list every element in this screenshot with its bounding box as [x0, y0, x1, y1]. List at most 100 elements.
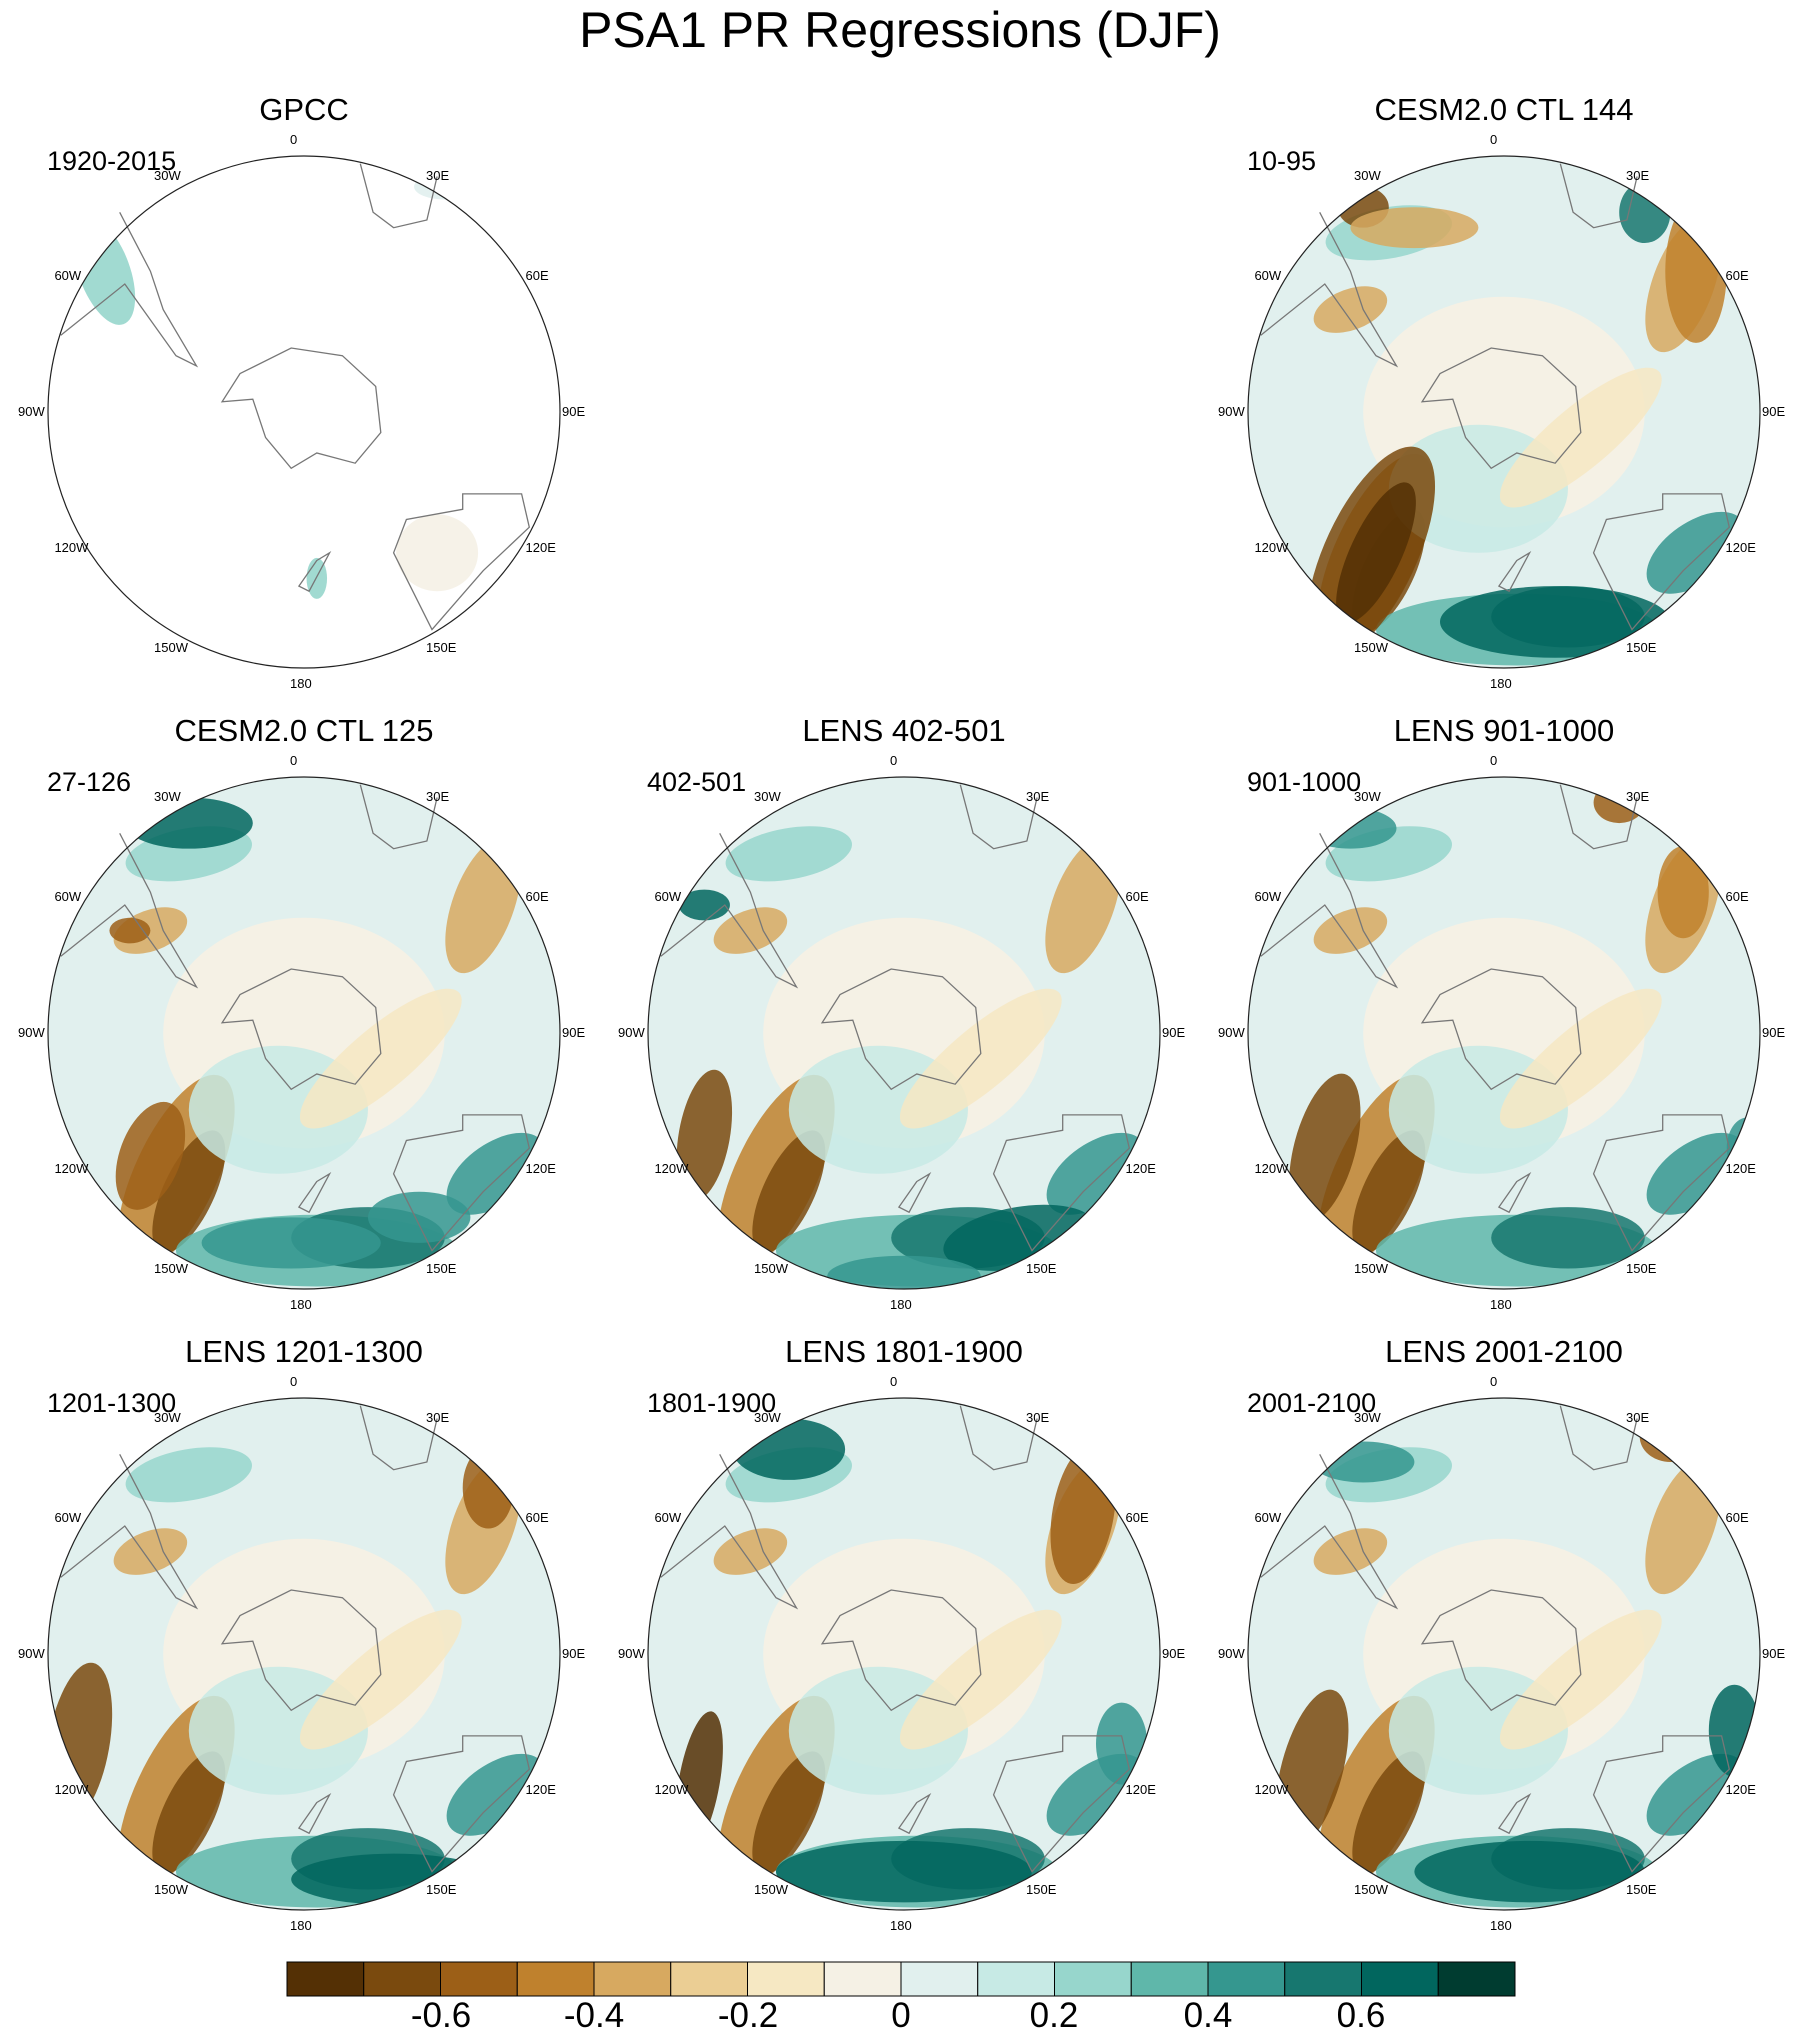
longitude-label: 60E — [1125, 889, 1149, 904]
longitude-label: 150E — [1026, 1260, 1057, 1276]
longitude-label: 30W — [154, 789, 181, 805]
longitude-label: 150E — [1026, 1881, 1057, 1897]
longitude-label: 60E — [525, 1510, 549, 1525]
colorbar-swatch — [1130, 1961, 1209, 1997]
longitude-label: 60E — [525, 889, 549, 904]
longitude-label: 90E — [562, 404, 586, 419]
longitude-label: 0 — [290, 753, 298, 768]
longitude-label: 120E — [525, 1161, 556, 1176]
regression-field — [48, 777, 560, 1289]
longitude-label: 60E — [525, 268, 549, 283]
longitude-label: 150W — [1354, 1260, 1388, 1276]
longitude-label: 150W — [154, 1881, 188, 1897]
longitude-label: 150W — [1354, 639, 1388, 655]
longitude-label: 90W — [18, 1646, 45, 1661]
longitude-label: 150E — [1626, 1881, 1657, 1897]
polar-map-lens402 — [647, 776, 1161, 1290]
polar-map-lens1201 — [47, 1397, 561, 1911]
longitude-label: 150E — [426, 1881, 457, 1897]
longitude-label: 90E — [1762, 1646, 1786, 1661]
longitude-label: 30E — [426, 1410, 450, 1426]
coastline — [359, 163, 438, 229]
longitude-label: 0 — [290, 132, 298, 147]
map-boundary — [47, 155, 561, 669]
longitude-label: 60W — [1254, 889, 1282, 904]
regression-field — [1248, 777, 1760, 1289]
panel-title-lens1201: LENS 1201-1300 — [185, 1334, 423, 1369]
colorbar-swatch — [670, 1961, 748, 1997]
coastline — [220, 347, 382, 470]
longitude-label: 120W — [1254, 540, 1289, 555]
coastline — [1260, 832, 1399, 989]
longitude-label: 60W — [54, 1510, 82, 1525]
longitude-label: 30W — [1354, 789, 1381, 805]
coastline — [220, 968, 382, 1091]
map-boundary — [1247, 155, 1761, 669]
map-boundary — [647, 1397, 1161, 1911]
longitude-label: 90E — [1762, 404, 1786, 419]
longitude-label: 60W — [1254, 1510, 1282, 1525]
longitude-label: 120W — [654, 1161, 689, 1176]
colorbar-swatch — [1361, 1961, 1439, 1997]
panel-title-lens402: LENS 402-501 — [802, 713, 1006, 748]
coastline — [1497, 1793, 1532, 1835]
period-label-lens901: 901-1000 — [1247, 767, 1362, 797]
longitude-label: 150W — [154, 1260, 188, 1276]
longitude-label: 180 — [890, 1297, 912, 1312]
coastline — [1592, 493, 1731, 631]
longitude-label: 30E — [1026, 789, 1050, 805]
colorbar-swatch — [1054, 1961, 1132, 1997]
period-label-lens1801: 1801-1900 — [647, 1388, 777, 1418]
longitude-label: 90W — [1218, 1646, 1245, 1661]
colorbar-tick-label: 0.4 — [1183, 1996, 1233, 2035]
coastline — [1497, 1172, 1532, 1214]
longitude-label: 0 — [290, 1374, 298, 1389]
coastline — [1420, 968, 1582, 1091]
regression-field — [1248, 156, 1760, 668]
longitude-label: 180 — [1490, 1918, 1512, 1933]
coastline — [897, 1172, 932, 1214]
polar-map-ctl125 — [47, 776, 561, 1290]
colorbar-swatch — [823, 1961, 902, 1997]
period-label-lens402: 402-501 — [647, 767, 747, 797]
coastline — [1559, 163, 1638, 229]
longitude-label: 30W — [154, 1410, 181, 1426]
colorbar-swatch — [593, 1961, 672, 1997]
longitude-label: 60W — [1254, 268, 1282, 283]
coastline — [660, 832, 799, 989]
longitude-label: 90W — [18, 1025, 45, 1040]
polar-map-gpcc — [47, 155, 561, 669]
coastline — [820, 968, 982, 1091]
colorbar-swatch — [1284, 1961, 1362, 1997]
longitude-label: 120E — [1725, 1161, 1756, 1176]
coastline — [1592, 1735, 1731, 1873]
longitude-label: 180 — [290, 676, 312, 691]
panel-title-ctl125: CESM2.0 CTL 125 — [174, 713, 434, 748]
map-boundary — [1247, 1397, 1761, 1911]
coastline — [1592, 1114, 1731, 1252]
longitude-label: 0 — [1490, 132, 1498, 147]
period-label-ctl125: 27-126 — [47, 767, 132, 797]
coastline — [897, 1793, 932, 1835]
coastline — [820, 1589, 982, 1712]
longitude-label: 30E — [1626, 789, 1650, 805]
longitude-label: 90W — [618, 1025, 645, 1040]
coastline — [959, 1405, 1038, 1471]
coastline — [220, 1589, 382, 1712]
figure-title: PSA1 PR Regressions (DJF) — [579, 2, 1221, 58]
longitude-label: 120W — [1254, 1782, 1289, 1797]
coastline — [959, 784, 1038, 850]
longitude-label: 30E — [426, 168, 450, 184]
longitude-label: 180 — [1490, 1297, 1512, 1312]
regression-field — [48, 1398, 560, 1910]
longitude-label: 30E — [426, 789, 450, 805]
longitude-label: 0 — [1490, 753, 1498, 768]
colorbar-tick-label: 0.2 — [1029, 1996, 1079, 2035]
longitude-label: 60W — [654, 889, 682, 904]
longitude-label: 120W — [54, 540, 89, 555]
colorbar-swatch — [440, 1961, 518, 1997]
longitude-label: 120E — [1725, 1782, 1756, 1797]
coastline — [992, 1114, 1131, 1252]
coastline — [392, 1735, 531, 1873]
